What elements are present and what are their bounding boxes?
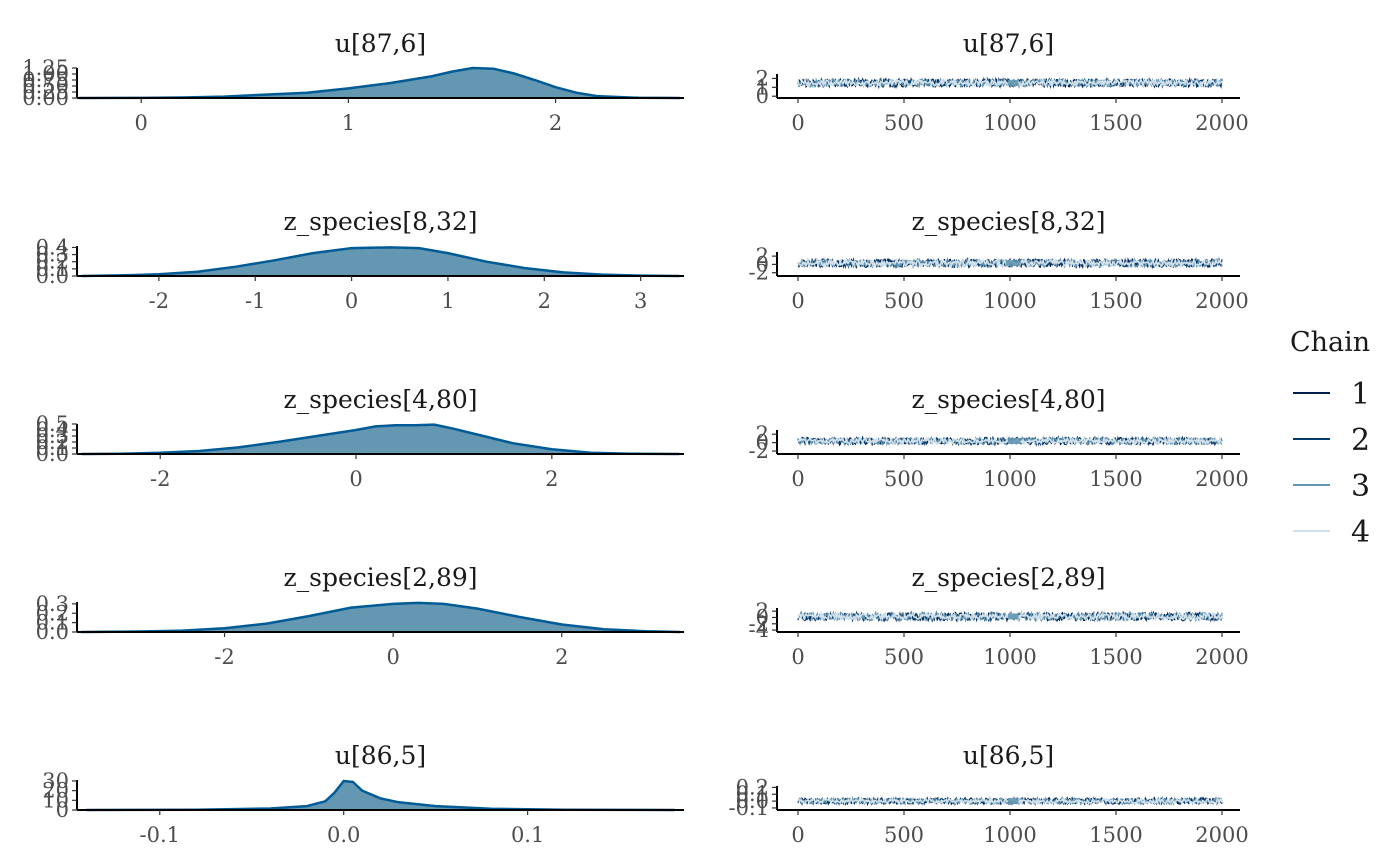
legend-label-4: 4 [1351, 515, 1370, 550]
panel-title: z_species[2,89] [911, 563, 1105, 592]
density-panel-2: z_species[8,32] -2 -1 0 1 2 3 0.00.10.20.30.4 [36, 207, 684, 313]
panel-title: z_species[8,32] [283, 207, 477, 236]
legend-item: 1 [1293, 377, 1370, 412]
x-tick-label: 500 [884, 823, 924, 847]
y-tick-label: 30 [42, 769, 69, 793]
x-tick-label: 0 [349, 467, 362, 491]
chain-legend: Chain 1 2 3 4 [1290, 327, 1370, 550]
density-panel-3: z_species[4,80] -2 0 2 0.00.10.20.30.40.5 [36, 385, 684, 491]
panel-title: u[87,6] [963, 29, 1054, 58]
legend-label-3: 3 [1351, 469, 1370, 504]
x-tick-label: 500 [884, 111, 924, 135]
x-tick-label: 0.0 [327, 823, 360, 847]
x-tick-label: 1500 [1089, 467, 1142, 491]
legend-label-2: 2 [1351, 423, 1370, 458]
x-tick-label: 0 [791, 111, 804, 135]
x-tick-label: 0 [791, 289, 804, 313]
y-tick-label: 2 [756, 244, 769, 268]
x-tick-label: 500 [884, 289, 924, 313]
x-tick-label: 0 [791, 467, 804, 491]
density-area [86, 781, 675, 810]
y-tick-label: 0.2 [736, 775, 769, 799]
x-tick-label: 1500 [1089, 645, 1142, 669]
density-area [82, 425, 679, 454]
x-tick-label: -0.1 [140, 823, 181, 847]
x-tick-label: -2 [214, 645, 234, 669]
x-tick-label: 2 [545, 467, 558, 491]
x-tick-label: 3 [634, 289, 647, 313]
x-tick-label: 2000 [1195, 111, 1248, 135]
x-tick-label: 1000 [983, 289, 1036, 313]
trace-panel-2: z_species[8,32]0 500 1000 1500 2000-202 [749, 207, 1249, 313]
x-tick-label: 0.1 [511, 823, 544, 847]
panel-title: z_species[4,80] [283, 385, 477, 414]
panels: u[87,6]0 1 20.000.250.500.751.001.25u[87,6… [22, 29, 1248, 847]
legend-item: 4 [1293, 515, 1370, 550]
legend-item: 3 [1293, 469, 1370, 504]
x-tick-label: 1000 [983, 111, 1036, 135]
x-tick-label: 500 [884, 467, 924, 491]
x-tick-label: 1000 [983, 467, 1036, 491]
trace-panel-4: z_species[2,89]0 500 1000 1500 2000-4-202 [749, 563, 1249, 669]
trace-highlight [1008, 438, 1021, 444]
density-area [82, 247, 679, 276]
panel-title: u[87,6] [335, 29, 426, 58]
x-tick-label: 0 [791, 823, 804, 847]
y-tick-label: 0.5 [36, 412, 69, 436]
legend-label-1: 1 [1351, 377, 1370, 412]
y-tick-label: 2 [756, 422, 769, 446]
legend-title: Chain [1290, 327, 1370, 358]
x-tick-label: 1500 [1089, 289, 1142, 313]
trace-panel-5: u[86,5] 0 500 1000 1500 2000 -0.10.00.10.2 [729, 741, 1249, 847]
density-area [79, 68, 680, 98]
x-tick-label: 1 [342, 111, 355, 135]
x-tick-label: 0 [135, 111, 148, 135]
y-tick-label: 2 [756, 66, 769, 90]
x-tick-label: 2000 [1195, 645, 1248, 669]
trace-highlight [1006, 260, 1021, 266]
panel-title: u[86,5] [335, 741, 426, 770]
x-tick-label: -2 [150, 467, 170, 491]
x-tick-label: 2 [555, 645, 568, 669]
x-tick-label: -2 [149, 289, 169, 313]
x-tick-label: 0 [345, 289, 358, 313]
y-tick-label: 1.25 [22, 56, 69, 80]
x-tick-label: 0 [386, 645, 399, 669]
x-tick-label: 1000 [983, 823, 1036, 847]
panel-title: z_species[2,89] [283, 563, 477, 592]
y-tick-label: 0.3 [36, 592, 69, 616]
x-tick-label: 2000 [1195, 467, 1248, 491]
x-tick-label: 2 [549, 111, 562, 135]
x-tick-label: 1000 [983, 645, 1036, 669]
trace-highlight [1008, 798, 1019, 804]
panel-title: z_species[4,80] [911, 385, 1105, 414]
x-tick-label: 1500 [1089, 823, 1142, 847]
x-tick-label: 2000 [1195, 823, 1248, 847]
trace-panel-3: z_species[4,80]0 500 1000 1500 2000-202 [749, 385, 1249, 491]
legend-item: 2 [1293, 423, 1370, 458]
x-tick-label: 2000 [1195, 289, 1248, 313]
trace-panel-1: u[87,6] 0 500 1000 1500 2000 012 [756, 29, 1249, 135]
x-tick-label: 0 [791, 645, 804, 669]
x-tick-label: -1 [245, 289, 265, 313]
x-tick-label: 2 [538, 289, 551, 313]
panel-title: u[86,5] [963, 741, 1054, 770]
y-tick-label: 0.4 [36, 235, 69, 259]
panel-title: z_species[8,32] [911, 207, 1105, 236]
trace-highlight [1008, 80, 1019, 86]
trace-highlight [1008, 614, 1019, 620]
density-panel-4: z_species[2,89]-2 0 20.00.10.20.3 [36, 563, 684, 669]
density-panel-1: u[87,6]0 1 20.000.250.500.751.001.25 [22, 29, 684, 135]
y-tick-label: 2 [756, 599, 769, 623]
x-tick-label: 1500 [1089, 111, 1142, 135]
x-tick-label: 1 [441, 289, 454, 313]
x-tick-label: 500 [884, 645, 924, 669]
